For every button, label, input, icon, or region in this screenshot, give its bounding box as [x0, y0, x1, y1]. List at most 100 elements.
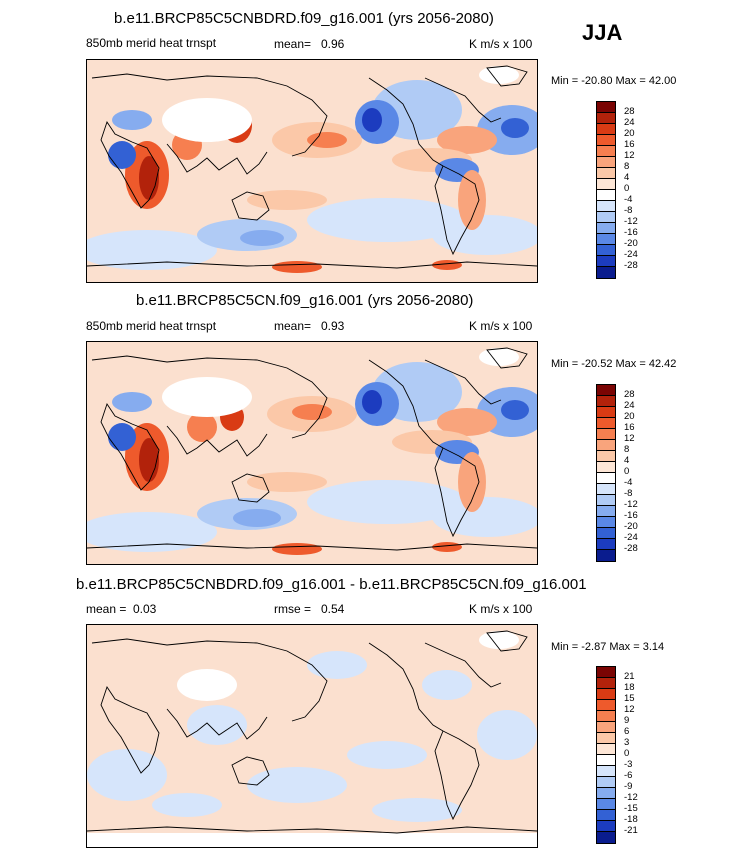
- colorbar-tick-label: 0: [624, 466, 630, 477]
- colorbar-swatch: [597, 550, 615, 561]
- colorbar-swatch: [597, 678, 615, 689]
- colorbar-swatch: [597, 440, 615, 451]
- colorbar-swatch: [597, 528, 615, 539]
- colorbar-tick-label: 12: [624, 433, 635, 444]
- panel-3-title: b.e11.BRCP85C5CNBDRD.f09_g16.001 - b.e11…: [76, 576, 587, 593]
- colorbar-swatch: [597, 733, 615, 744]
- colorbar-swatch: [597, 832, 615, 843]
- colorbar-swatch: [597, 777, 615, 788]
- colorbar-swatch: [597, 495, 615, 506]
- colorbar-tick-label: 24: [624, 117, 635, 128]
- panel-3-map: [86, 624, 538, 848]
- colorbar-tick-label: 24: [624, 400, 635, 411]
- panel-2-units: K m/s x 100: [469, 319, 533, 333]
- panel-1-colorbar: [596, 101, 616, 279]
- colorbar-swatch: [597, 689, 615, 700]
- colorbar-swatch: [597, 810, 615, 821]
- colorbar-swatch: [597, 385, 615, 396]
- colorbar-tick-label: -24: [624, 532, 638, 543]
- colorbar-tick-label: 28: [624, 106, 635, 117]
- panel-1-units: K m/s x 100: [469, 37, 533, 51]
- colorbar-tick-label: 20: [624, 411, 635, 422]
- colorbar-tick-label: 28: [624, 389, 635, 400]
- colorbar-swatch: [597, 113, 615, 124]
- colorbar-swatch: [597, 245, 615, 256]
- panel-1-mean-label: mean=: [274, 37, 312, 51]
- panel-1-variable-label: 850mb merid heat trnspt: [86, 36, 217, 50]
- panel-3-mean-value: 0.03: [133, 602, 157, 616]
- colorbar-tick-label: 16: [624, 422, 635, 433]
- colorbar-tick-label: -3: [624, 759, 633, 770]
- colorbar-tick-label: 3: [624, 737, 630, 748]
- colorbar-tick-label: -9: [624, 781, 633, 792]
- colorbar-tick-label: -4: [624, 194, 633, 205]
- colorbar-swatch: [597, 700, 615, 711]
- colorbar-swatch: [597, 201, 615, 212]
- colorbar-swatch: [597, 212, 615, 223]
- colorbar-swatch: [597, 256, 615, 267]
- panel-2-map: [86, 341, 538, 565]
- colorbar-tick-label: -24: [624, 249, 638, 260]
- colorbar-swatch: [597, 168, 615, 179]
- colorbar-tick-label: -6: [624, 770, 633, 781]
- colorbar-swatch: [597, 223, 615, 234]
- colorbar-tick-label: 18: [624, 682, 635, 693]
- colorbar-tick-label: -8: [624, 205, 633, 216]
- colorbar-swatch: [597, 766, 615, 777]
- colorbar-swatch: [597, 821, 615, 832]
- panel-1-minmax: Min = -20.80 Max = 42.00: [551, 75, 677, 87]
- colorbar-tick-label: -28: [624, 543, 638, 554]
- colorbar-tick-label: 12: [624, 150, 635, 161]
- colorbar-swatch: [597, 451, 615, 462]
- colorbar-swatch: [597, 462, 615, 473]
- colorbar-tick-label: 21: [624, 671, 635, 682]
- colorbar-tick-label: 4: [624, 172, 630, 183]
- colorbar-swatch: [597, 234, 615, 245]
- colorbar-tick-label: 6: [624, 726, 630, 737]
- colorbar-swatch: [597, 517, 615, 528]
- panel-2-mean-label: mean=: [274, 319, 312, 333]
- panel-1-title: b.e11.BRCP85C5CNBDRD.f09_g16.001 (yrs 20…: [114, 10, 494, 27]
- colorbar-swatch: [597, 267, 615, 278]
- colorbar-tick-label: 15: [624, 693, 635, 704]
- colorbar-swatch: [597, 157, 615, 168]
- panel-2-colorbar: [596, 384, 616, 562]
- colorbar-swatch: [597, 473, 615, 484]
- colorbar-swatch: [597, 418, 615, 429]
- colorbar-swatch: [597, 799, 615, 810]
- panel-3-rmse-label: rmse =: [274, 602, 312, 616]
- colorbar-tick-label: -20: [624, 521, 638, 532]
- colorbar-tick-label: -28: [624, 260, 638, 271]
- panel-1-mean-value: 0.96: [321, 37, 345, 51]
- panel-2-title: b.e11.BRCP85C5CN.f09_g16.001 (yrs 2056-2…: [136, 292, 474, 309]
- season-label: JJA: [582, 20, 623, 45]
- panel-3-units: K m/s x 100: [469, 602, 533, 616]
- colorbar-swatch: [597, 539, 615, 550]
- colorbar-swatch: [597, 722, 615, 733]
- colorbar-tick-label: 8: [624, 161, 630, 172]
- colorbar-swatch: [597, 396, 615, 407]
- panel-1-map: [86, 59, 538, 283]
- colorbar-tick-label: -16: [624, 510, 638, 521]
- panel-3-mean-label: mean =: [86, 602, 127, 616]
- colorbar-tick-label: 0: [624, 183, 630, 194]
- panel-2-variable-label: 850mb merid heat trnspt: [86, 319, 217, 333]
- colorbar-tick-label: -12: [624, 216, 638, 227]
- colorbar-swatch: [597, 744, 615, 755]
- colorbar-swatch: [597, 429, 615, 440]
- colorbar-tick-label: 8: [624, 444, 630, 455]
- colorbar-tick-label: -18: [624, 814, 638, 825]
- colorbar-swatch: [597, 179, 615, 190]
- colorbar-tick-label: 16: [624, 139, 635, 150]
- colorbar-swatch: [597, 102, 615, 113]
- colorbar-tick-label: -12: [624, 792, 638, 803]
- colorbar-tick-label: -4: [624, 477, 633, 488]
- colorbar-tick-label: -8: [624, 488, 633, 499]
- colorbar-swatch: [597, 755, 615, 766]
- colorbar-swatch: [597, 146, 615, 157]
- colorbar-swatch: [597, 135, 615, 146]
- colorbar-tick-label: 12: [624, 704, 635, 715]
- colorbar-tick-label: 4: [624, 455, 630, 466]
- colorbar-tick-label: 9: [624, 715, 630, 726]
- colorbar-swatch: [597, 506, 615, 517]
